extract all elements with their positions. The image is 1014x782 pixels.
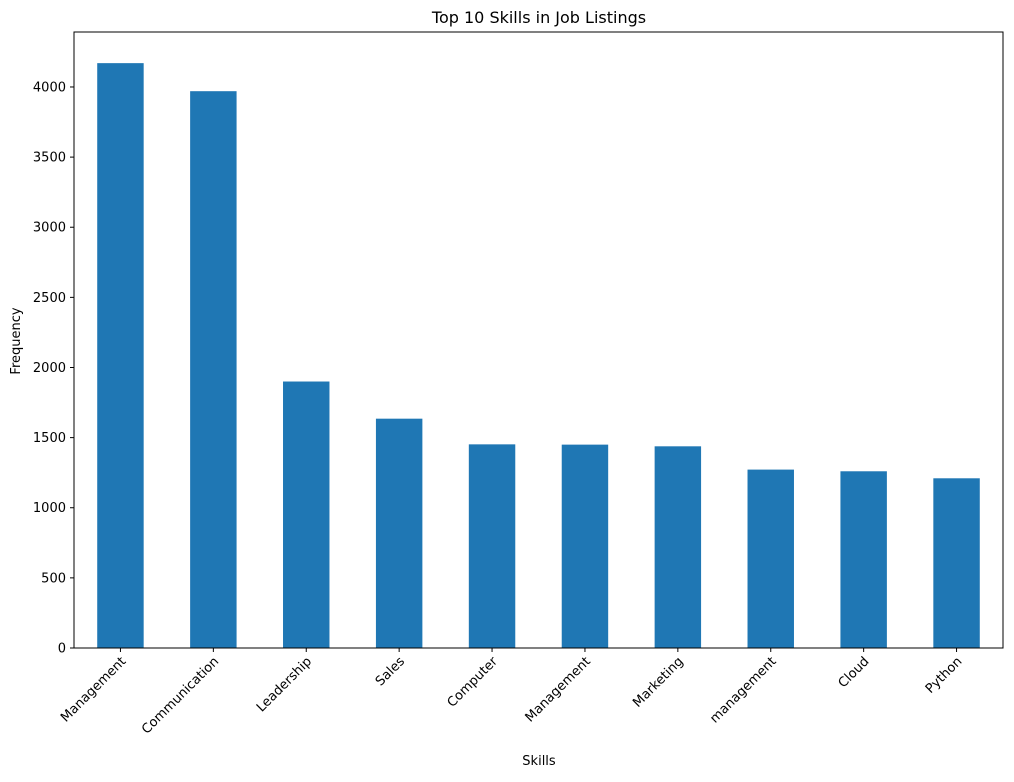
x-tick-label: Sales <box>373 654 408 689</box>
y-tick-label: 2000 <box>33 361 66 376</box>
y-axis-label: Frequency <box>9 307 24 374</box>
chart-title: Top 10 Skills in Job Listings <box>431 8 646 27</box>
x-tick-label: Python <box>923 654 965 696</box>
x-tick-label: Cloud <box>836 654 873 691</box>
bar-8 <box>747 469 794 648</box>
bar-10 <box>933 478 980 648</box>
x-tick-label: Management <box>58 654 129 725</box>
y-tick-label: 4000 <box>33 80 66 95</box>
x-tick-label: management <box>707 654 779 726</box>
y-tick-label: 3500 <box>33 151 66 166</box>
y-tick-label: 1500 <box>33 431 66 446</box>
y-tick-label: 3000 <box>33 221 66 236</box>
bar-9 <box>840 471 887 648</box>
x-tick-label: Communication <box>139 654 222 737</box>
x-axis-label: Skills <box>522 754 556 769</box>
y-tick-label: 1000 <box>33 501 66 516</box>
x-tick-label: Marketing <box>630 654 686 710</box>
bar-7 <box>654 446 702 648</box>
bar-3 <box>283 381 330 648</box>
plot-area <box>97 63 980 648</box>
bar-6 <box>561 444 609 648</box>
y-tick-label: 500 <box>41 571 66 586</box>
bar-4 <box>375 418 423 648</box>
plot-frame <box>73 31 1004 649</box>
bar-1 <box>97 63 144 648</box>
y-tick-label: 0 <box>58 642 66 657</box>
y-axis: 0 500 1000 1500 2000 2500 3000 3500 4000 <box>33 80 74 657</box>
x-tick-label: Leadership <box>254 654 315 715</box>
x-tick-label: Management <box>523 654 594 725</box>
bar-2 <box>190 91 237 648</box>
bar-5 <box>468 444 516 648</box>
x-tick-label: Computer <box>445 654 502 711</box>
x-axis: Management Communication Leadership Sales Co… <box>58 648 965 737</box>
y-tick-label: 2500 <box>33 291 66 306</box>
